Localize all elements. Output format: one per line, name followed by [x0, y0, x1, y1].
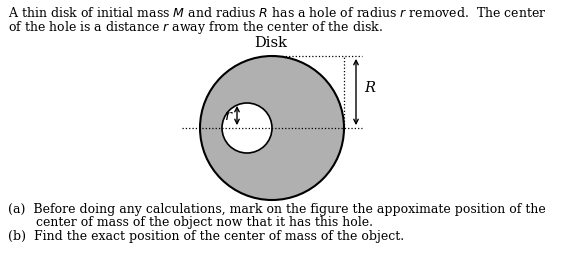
- Text: R: R: [364, 81, 375, 95]
- Circle shape: [200, 56, 344, 200]
- Text: (b)  Find the exact position of the center of mass of the object.: (b) Find the exact position of the cente…: [8, 230, 404, 243]
- Text: of the hole is a distance $r$ away from the center of the disk.: of the hole is a distance $r$ away from …: [8, 19, 383, 36]
- Circle shape: [222, 103, 272, 153]
- Text: center of mass of the object now that it has this hole.: center of mass of the object now that it…: [8, 216, 373, 229]
- Text: r: r: [225, 109, 232, 123]
- Text: Disk: Disk: [254, 36, 287, 50]
- Text: (a)  Before doing any calculations, mark on the figure the appoximate position o: (a) Before doing any calculations, mark …: [8, 203, 546, 216]
- Text: A thin disk of initial mass $M$ and radius $R$ has a hole of radius $r$ removed.: A thin disk of initial mass $M$ and radi…: [8, 6, 547, 20]
